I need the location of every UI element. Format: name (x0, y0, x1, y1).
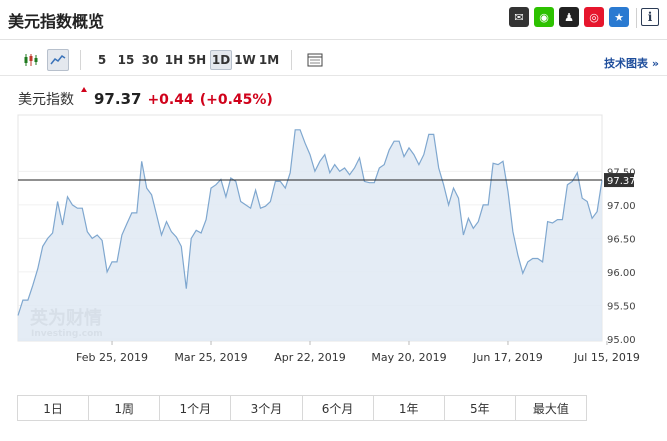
range-button-6[interactable]: 5年 (445, 396, 516, 420)
interval-button-5h[interactable]: 5H (187, 53, 207, 67)
weibo-icon[interactable]: ◎ (584, 7, 604, 27)
candlestick-icon (24, 54, 38, 66)
table-icon (307, 53, 323, 67)
toolbar-divider (80, 50, 81, 70)
last-price: 97.37 (94, 90, 142, 108)
x-tick-label: May 20, 2019 (371, 351, 446, 364)
range-button-5[interactable]: 1年 (374, 396, 445, 420)
header: 美元指数概览 ✉ ◉ ♟ ◎ ★ i (0, 0, 667, 40)
x-tick-label: Jun 17, 2019 (472, 351, 543, 364)
interval-button-1m[interactable]: 1M (258, 53, 280, 67)
line-chart-icon (50, 54, 66, 65)
interval-button-15[interactable]: 15 (117, 53, 135, 67)
price-chart[interactable]: 97.5097.0096.5096.0095.5095.00英为财情Invest… (0, 110, 667, 372)
time-range-bar: 1日 1周 1个月 3个月 6个月 1年 5年 最大值 (17, 395, 587, 421)
toolbar-divider (291, 50, 292, 70)
up-arrow-icon (81, 87, 87, 92)
table-view-button[interactable] (304, 49, 326, 71)
chart-toolbar: 5 15 30 1H 5H 1D 1W 1M 技术图表 » (0, 44, 667, 76)
favorite-icon[interactable]: ★ (609, 7, 629, 27)
area-chart-button[interactable] (47, 49, 69, 71)
interval-button-1h[interactable]: 1H (164, 53, 184, 67)
range-button-4[interactable]: 6个月 (303, 396, 374, 420)
x-tick-label: Feb 25, 2019 (76, 351, 148, 364)
range-button-0[interactable]: 1日 (18, 396, 90, 420)
interval-button-1d[interactable]: 1D (210, 50, 232, 70)
x-tick-label: Jul 15, 2019 (573, 351, 640, 364)
interval-button-5[interactable]: 5 (97, 53, 107, 67)
y-tick-label: 95.00 (607, 335, 636, 346)
technical-chart-link[interactable]: 技术图表 » (604, 57, 659, 70)
last-price-marker (604, 173, 634, 188)
y-tick-label: 97.50 (607, 167, 636, 178)
range-button-3[interactable]: 3个月 (231, 396, 303, 420)
x-tick-label: Apr 22, 2019 (274, 351, 346, 364)
instrument-name: 美元指数 (18, 92, 74, 108)
price-change-percent: (+0.45%) (199, 92, 273, 108)
quote-summary: 美元指数 97.37 +0.44 (+0.45%) (18, 87, 273, 109)
candlestick-chart-button[interactable] (20, 49, 42, 71)
y-tick-label: 96.00 (607, 268, 636, 279)
interval-button-30[interactable]: 30 (141, 53, 159, 67)
page-title: 美元指数概览 (8, 12, 105, 31)
interval-button-1w[interactable]: 1W (234, 53, 256, 67)
price-change: +0.44 (147, 92, 194, 108)
qq-icon[interactable]: ♟ (559, 7, 579, 27)
price-area (18, 129, 602, 341)
header-divider (636, 8, 637, 28)
wechat-icon[interactable]: ◉ (534, 7, 554, 27)
share-icons: ✉ ◉ ♟ ◎ ★ (509, 7, 629, 27)
y-tick-label: 96.50 (607, 234, 636, 245)
price-line (17, 129, 603, 316)
y-tick-label: 95.50 (607, 301, 636, 312)
last-price-label: 97.37 (607, 176, 636, 187)
info-icon[interactable]: i (641, 8, 659, 26)
range-button-1[interactable]: 1周 (89, 396, 161, 420)
email-icon[interactable]: ✉ (509, 7, 529, 27)
range-button-7[interactable]: 最大值 (532, 401, 569, 416)
range-button-2[interactable]: 1个月 (160, 396, 232, 420)
y-tick-label: 97.00 (607, 201, 636, 212)
x-tick-label: Mar 25, 2019 (174, 351, 247, 364)
